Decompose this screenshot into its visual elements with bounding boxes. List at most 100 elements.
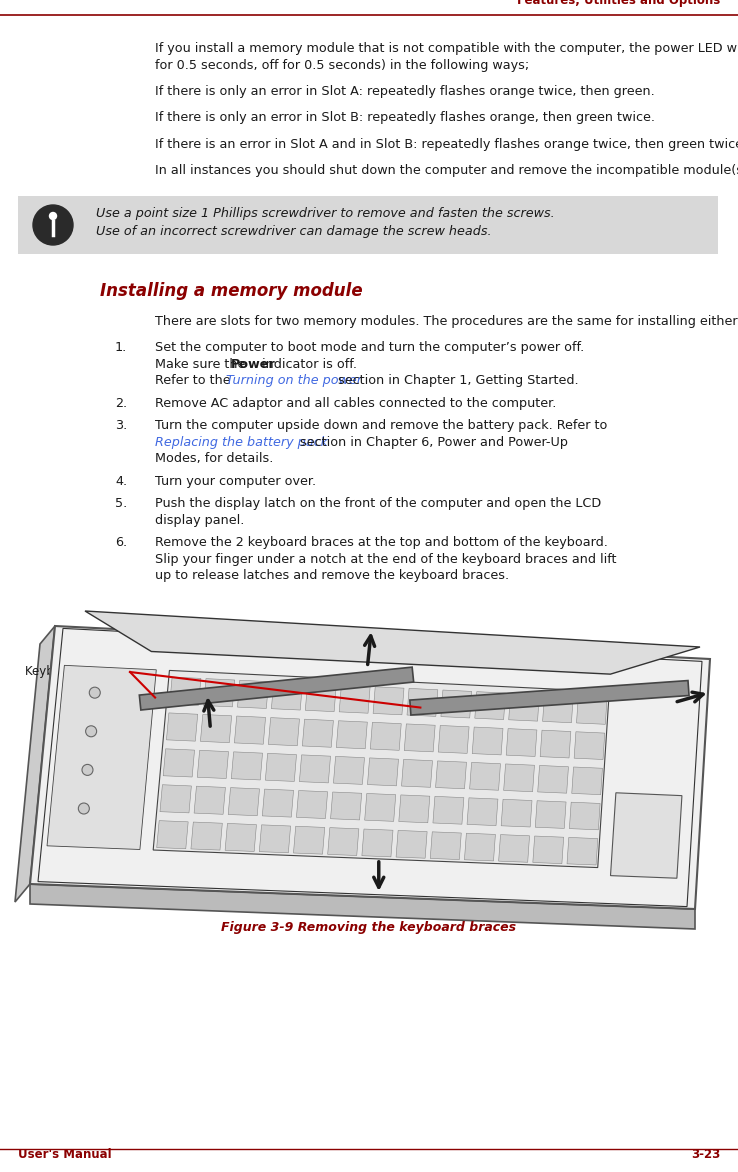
Polygon shape [610,792,682,878]
Text: If there is an error in Slot A and in Slot B: repeatedly flashes orange twice, t: If there is an error in Slot A and in Sl… [155,138,738,151]
Text: Installing a memory module: Installing a memory module [100,282,362,300]
Circle shape [89,687,100,699]
Text: 3.: 3. [115,420,127,432]
Polygon shape [503,764,534,792]
Polygon shape [499,834,530,863]
Polygon shape [433,797,464,824]
Text: Figure 3-9 Removing the keyboard braces: Figure 3-9 Removing the keyboard braces [221,921,517,934]
Polygon shape [163,749,195,777]
Circle shape [82,764,93,776]
Polygon shape [401,759,432,788]
Text: indicator is off.: indicator is off. [258,357,357,372]
Polygon shape [269,717,300,745]
Text: Keyboard braces: Keyboard braces [25,666,124,679]
Text: In all instances you should shut down the computer and remove the incompatible m: In all instances you should shut down th… [155,164,738,177]
Text: 5.: 5. [115,497,127,511]
Polygon shape [306,683,337,711]
Polygon shape [197,750,229,778]
Polygon shape [331,792,362,820]
Polygon shape [538,765,568,793]
Polygon shape [297,791,328,818]
Text: 6.: 6. [115,537,127,550]
Polygon shape [201,715,232,743]
Polygon shape [167,713,198,741]
Polygon shape [30,884,695,929]
Polygon shape [472,727,503,755]
Text: Turn the computer upside down and remove the battery pack. Refer to: Turn the computer upside down and remove… [155,420,607,432]
Polygon shape [160,785,191,813]
Polygon shape [533,836,564,864]
Polygon shape [501,799,532,827]
Polygon shape [370,722,401,750]
Polygon shape [567,838,598,865]
Text: for 0.5 seconds, off for 0.5 seconds) in the following ways;: for 0.5 seconds, off for 0.5 seconds) in… [155,59,529,71]
Polygon shape [259,825,291,853]
Text: section in Chapter 1, Getting Started.: section in Chapter 1, Getting Started. [334,375,579,388]
Polygon shape [574,731,604,759]
Circle shape [33,205,73,245]
Polygon shape [204,679,235,707]
Polygon shape [535,800,566,829]
Circle shape [78,803,89,815]
Text: There are slots for two memory modules. The procedures are the same for installi: There are slots for two memory modules. … [155,315,738,328]
Polygon shape [194,786,225,815]
Text: Set the computer to boot mode and turn the computer’s power off.: Set the computer to boot mode and turn t… [155,341,584,354]
Text: Push the display latch on the front of the computer and open the LCD: Push the display latch on the front of t… [155,497,601,511]
Polygon shape [339,686,370,714]
Polygon shape [154,670,610,867]
Polygon shape [508,694,539,721]
Polygon shape [272,682,303,710]
Polygon shape [30,626,710,909]
Text: Replacing the battery pack: Replacing the battery pack [155,436,328,449]
Polygon shape [542,695,573,723]
Polygon shape [156,820,188,849]
Text: Modes, for details.: Modes, for details. [155,452,273,465]
Text: Use of an incorrect screwdriver can damage the screw heads.: Use of an incorrect screwdriver can dama… [96,225,492,238]
Polygon shape [170,677,201,706]
Polygon shape [469,763,500,790]
Polygon shape [396,831,427,858]
Polygon shape [506,729,537,756]
Polygon shape [570,802,600,830]
Polygon shape [475,691,506,720]
Text: Remove the 2 keyboard braces at the top and bottom of the keyboard.: Remove the 2 keyboard braces at the top … [155,537,608,550]
Text: Turn your computer over.: Turn your computer over. [155,475,316,488]
Polygon shape [85,611,700,674]
Text: up to release latches and remove the keyboard braces.: up to release latches and remove the key… [155,570,509,582]
Polygon shape [334,756,365,784]
Polygon shape [139,667,414,710]
Polygon shape [438,725,469,754]
Polygon shape [225,824,256,851]
Polygon shape [266,754,297,782]
Text: Power: Power [231,357,276,372]
Text: Use a point size 1 Phillips screwdriver to remove and fasten the screws.: Use a point size 1 Phillips screwdriver … [96,207,555,220]
Polygon shape [404,724,435,751]
Polygon shape [368,758,399,785]
Polygon shape [294,826,325,854]
Polygon shape [362,829,393,857]
Text: 4.: 4. [115,475,127,488]
Text: If there is only an error in Slot A: repeatedly flashes orange twice, then green: If there is only an error in Slot A: rep… [155,86,655,98]
Text: 1.: 1. [115,341,127,354]
Polygon shape [373,687,404,715]
Polygon shape [435,761,466,789]
Polygon shape [337,721,368,749]
Polygon shape [576,696,607,724]
Text: Features, Utilities and Options: Features, Utilities and Options [517,0,720,7]
Polygon shape [464,833,495,861]
Polygon shape [238,680,269,708]
Text: Slip your finger under a notch at the end of the keyboard braces and lift: Slip your finger under a notch at the en… [155,553,616,566]
Circle shape [86,725,97,737]
Polygon shape [430,832,461,859]
Polygon shape [47,666,156,850]
Polygon shape [441,690,472,718]
Text: display panel.: display panel. [155,515,244,527]
Polygon shape [262,789,294,817]
Text: 3-23: 3-23 [691,1149,720,1161]
Polygon shape [191,822,222,850]
Polygon shape [235,716,266,744]
Polygon shape [407,688,438,716]
Polygon shape [300,755,331,783]
Text: Make sure the: Make sure the [155,357,249,372]
Polygon shape [228,788,260,816]
